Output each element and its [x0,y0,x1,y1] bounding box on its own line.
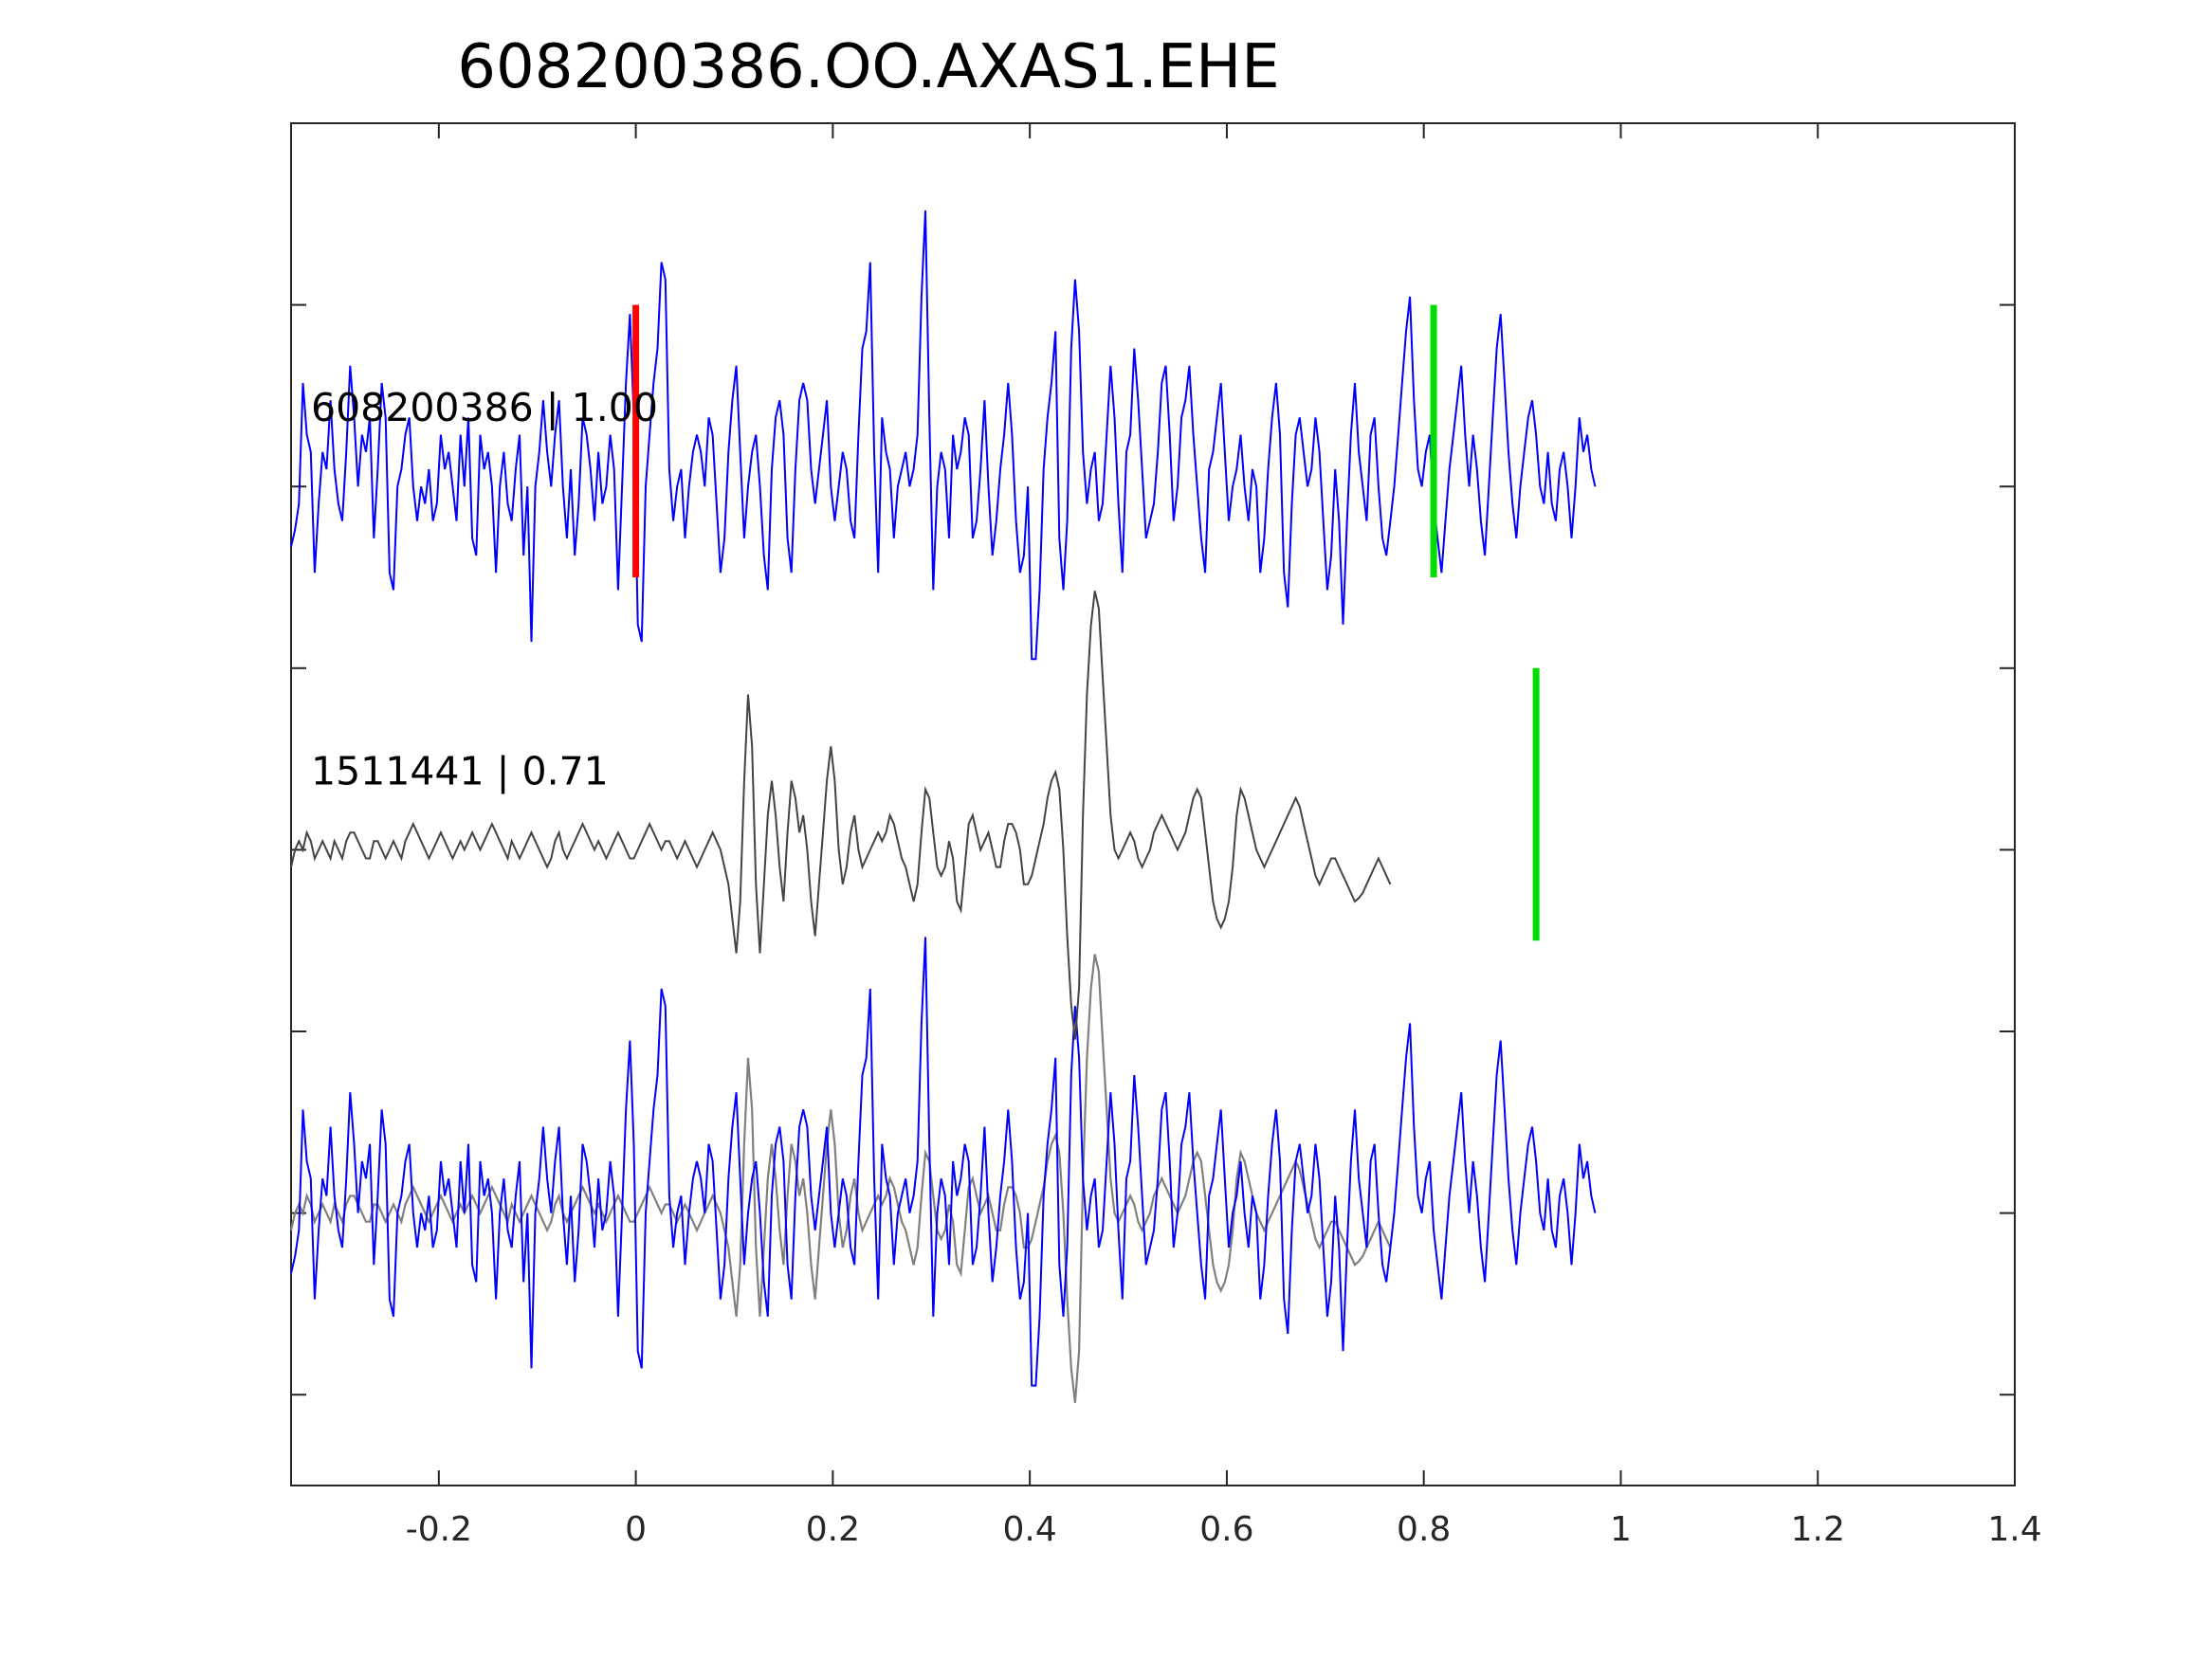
overlay-trace-reference [289,954,1392,1403]
trace-label-1: 608200386 | 1.00 [311,385,658,430]
x-tick-label: 0 [625,1510,647,1549]
axis-ticks: -0.2 0 0.2 0.4 0.6 0.8 1 1.2 1.4 [291,123,2042,1549]
trace-line-2 [290,591,1392,1040]
x-tick-label: 1.4 [1987,1510,2041,1549]
overlay-trace-main [290,937,1597,1387]
plot-frame [290,122,2016,1486]
traces [289,210,1597,1403]
x-tick-label: 1.2 [1791,1510,1845,1549]
trace-labels: 608200386 | 1.00 1511441 | 0.71 [311,385,658,793]
x-tick-label: 0.2 [806,1510,860,1549]
x-tick-label: 0.8 [1397,1510,1451,1549]
trace-label-2: 1511441 | 0.71 [311,748,609,793]
chart-title: 608200386.OO.AXAS1.EHE [457,32,1279,102]
trace-line-1 [290,210,1597,661]
x-tick-label: -0.2 [406,1510,472,1549]
x-tick-label: 0.6 [1199,1510,1253,1549]
x-tick-label: 0.4 [1003,1510,1057,1549]
x-tick-label: 1 [1610,1510,1632,1549]
